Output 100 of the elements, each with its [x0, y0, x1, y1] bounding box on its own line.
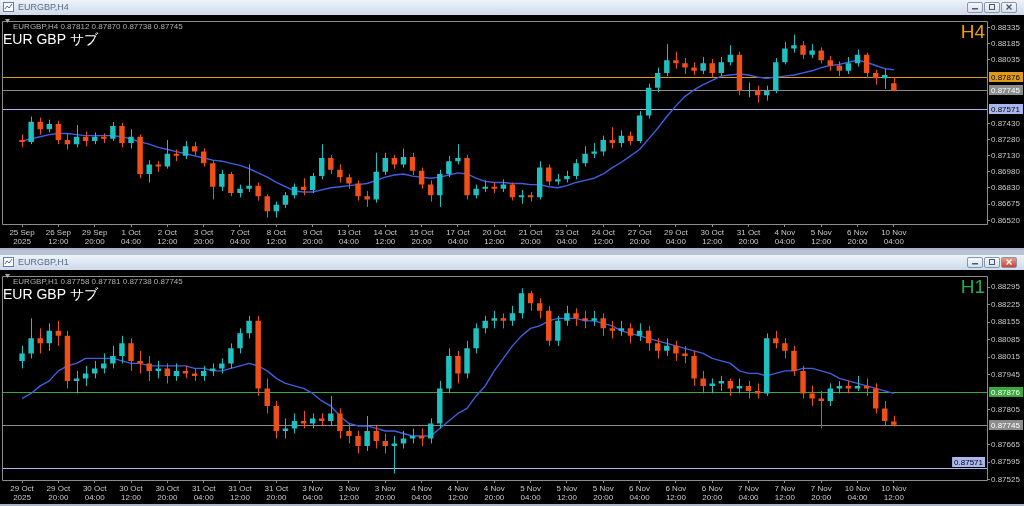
candlestick	[328, 395, 334, 427]
candlestick	[827, 382, 833, 407]
x-tick-label: 26 Sep 12:00	[45, 227, 72, 246]
y-tick-label: 0.88155	[991, 317, 1021, 327]
y-tick-label: 0.88335	[991, 22, 1021, 32]
candlestick	[673, 340, 679, 362]
candlestick	[319, 143, 325, 180]
y-tick-label: 0.87525	[991, 474, 1021, 484]
x-tick-label: 5 Nov 20:00	[592, 483, 614, 502]
candlestick	[19, 345, 25, 369]
x-tick-label: 29 Oct 04:00	[664, 227, 689, 246]
candlestick	[373, 425, 379, 449]
x-tick-label: 10 Nov 04:00	[844, 483, 871, 502]
y-tick-label: 0.87280	[991, 135, 1021, 145]
candlestick	[346, 422, 352, 444]
candlestick	[28, 317, 34, 359]
candlestick	[246, 315, 252, 339]
x-tick-label: 29 Oct 2025	[10, 483, 35, 502]
candlestick	[164, 362, 171, 384]
candlestick	[264, 377, 270, 414]
y-tick-label: 0.88035	[991, 54, 1021, 64]
candlestick	[255, 181, 261, 202]
x-tick-label: 29 Oct 20:00	[46, 483, 71, 502]
candlestick	[382, 152, 389, 176]
x-tick-label: 21 Oct 20:00	[518, 227, 544, 246]
x-tick-label: 30 Oct 12:00	[119, 483, 144, 502]
y-tick-label: 0.88225	[991, 299, 1021, 309]
x-tick-label: 3 Nov 04:00	[302, 483, 324, 502]
x-tick-label: 29 Sep 20:00	[82, 227, 108, 246]
y-tick-label: 0.86675	[991, 199, 1021, 209]
y-tick-label: 0.88185	[991, 38, 1021, 48]
x-tick-label: 31 Oct 20:00	[736, 227, 762, 246]
x-tick-label: 4 Nov 04:00	[411, 483, 433, 502]
candlestick	[582, 145, 588, 168]
candlestick	[800, 365, 806, 399]
x-tick-label: 3 Oct 20:00	[193, 227, 215, 246]
y-tick-label: 0.86830	[991, 182, 1021, 192]
candlestick	[355, 179, 361, 202]
x-tick-label: 23 Oct 04:00	[555, 227, 580, 246]
x-tick-label: 4 Nov 20:00	[483, 483, 505, 502]
ref-line-label: 0.87876	[991, 387, 1021, 397]
x-tick-label: 4 Nov 04:00	[774, 227, 796, 246]
x-tick-label: 13 Oct 04:00	[337, 227, 362, 246]
candlestick	[228, 342, 234, 369]
candlestick	[110, 121, 116, 142]
candlestick	[55, 120, 62, 145]
candlestick	[237, 327, 243, 354]
x-tick-label: 14 Oct 12:00	[373, 227, 398, 246]
ref-line-label: 0.87571	[991, 104, 1021, 114]
candlestick	[700, 370, 706, 394]
x-tick-label: 15 Oct 20:00	[409, 227, 435, 246]
candlestick	[691, 350, 697, 387]
candlestick	[782, 337, 788, 359]
candlestick	[119, 335, 125, 364]
candlestick	[527, 290, 534, 312]
candlestick	[182, 140, 189, 160]
candlestick	[337, 407, 343, 439]
candlestick	[246, 163, 252, 193]
y-tick-label: 0.87805	[991, 404, 1021, 414]
candlestick	[337, 163, 343, 183]
candlestick	[509, 305, 516, 327]
candlestick	[818, 390, 824, 429]
candlestick	[418, 167, 425, 190]
candlestick	[709, 58, 715, 78]
ref-line-label: 0.87745	[991, 420, 1021, 430]
x-tick-label: 17 Oct 04:00	[446, 227, 471, 246]
candlestick	[718, 56, 725, 77]
candlestick	[82, 365, 89, 387]
candlestick	[627, 322, 634, 344]
candlestick	[655, 337, 661, 359]
x-tick-label: 30 Oct 04:00	[82, 483, 108, 502]
candlestick	[382, 432, 389, 454]
x-tick-label: 5 Nov 12:00	[810, 227, 832, 246]
candlestick	[328, 154, 334, 175]
x-tick-label: 6 Nov 20:00	[701, 483, 723, 502]
candlestick	[219, 169, 225, 192]
candlestick	[455, 350, 461, 384]
candlestick	[882, 400, 888, 427]
x-tick-label: 31 Oct 04:00	[191, 483, 217, 502]
candlestick	[228, 171, 234, 197]
candlestick	[446, 155, 452, 178]
ref-line-label: 0.87571	[954, 457, 984, 467]
candlestick	[110, 345, 116, 369]
text: H1	[960, 275, 985, 297]
candlestick	[101, 352, 107, 374]
candlestick	[28, 116, 34, 145]
x-tick-label: 1 Oct 04:00	[121, 227, 142, 246]
y-tick-label: 0.87130	[991, 151, 1021, 161]
y-tick-label: 0.86980	[991, 167, 1021, 177]
candlestick	[164, 139, 171, 170]
x-tick-label: 25 Sep 2025	[9, 227, 36, 246]
candlestick	[655, 67, 661, 93]
x-tick-label: 6 Nov 12:00	[665, 483, 687, 502]
x-tick-label: 30 Oct 20:00	[155, 483, 180, 502]
text: EURGBP,H4	[18, 1, 69, 14]
candlestick	[73, 370, 80, 394]
candlestick	[409, 152, 416, 176]
candlestick	[455, 143, 461, 165]
annotation: EURGBP,H1 0.87758 0.87781 0.87738 0.87745	[13, 277, 184, 286]
candlestick	[364, 415, 370, 452]
